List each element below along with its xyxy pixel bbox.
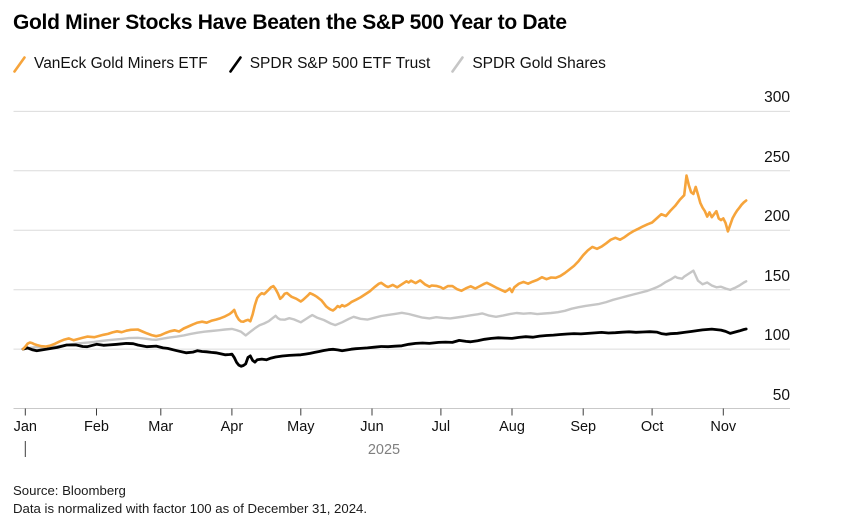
x-axis-label-Jun: Jun	[360, 419, 384, 435]
x-axis-label-Jan: Jan	[13, 419, 37, 435]
x-axis-label-Sep: Sep	[570, 419, 597, 435]
x-axis-label-May: May	[287, 419, 315, 435]
source-line: Source: Bloomberg	[13, 483, 126, 498]
legend-slash-icon	[451, 55, 465, 73]
y-axis-label-300: 300	[764, 89, 790, 107]
footnote-line: Data is normalized with factor 100 as of…	[13, 500, 368, 516]
legend-slash-icon	[13, 55, 26, 73]
legend-label: SPDR Gold Shares	[472, 55, 606, 72]
x-axis-label-Feb: Feb	[83, 419, 109, 435]
series-line-vaneck-gold-miners-etf	[21, 174, 748, 351]
source-note: Source: Bloomberg Data is normalized wit…	[13, 482, 367, 517]
legend-item-2: SPDR S&P 500 ETF Trust	[228, 55, 431, 73]
series-line-spdr-gold-shares	[21, 269, 748, 351]
x-axis-label-Mar: Mar	[148, 419, 174, 435]
x-axis-label-Nov: Nov	[710, 419, 737, 435]
series-line-spdr-s-p-500-etf-trust	[21, 327, 748, 368]
legend-label: VanEck Gold Miners ETF	[34, 55, 208, 72]
legend-item-1: VanEck Gold Miners ETF	[13, 55, 208, 73]
legend-item-3: SPDR Gold Shares	[451, 55, 606, 73]
x-axis-label-Jul: Jul	[431, 419, 451, 435]
x-axis-year-label: 2025	[367, 442, 401, 458]
legend-label: SPDR S&P 500 ETF Trust	[249, 55, 431, 72]
x-axis-label-Aug: Aug	[499, 419, 525, 435]
chart-title: Gold Miner Stocks Have Beaten the S&P 50…	[13, 11, 567, 34]
x-axis-label-Apr: Apr	[220, 419, 244, 435]
y-axis-label-50: 50	[772, 386, 790, 404]
legend-slash-icon	[228, 55, 242, 73]
y-axis-label-100: 100	[764, 327, 790, 345]
y-axis-label-200: 200	[764, 208, 790, 226]
y-axis-label-150: 150	[764, 267, 790, 285]
y-axis-label-250: 250	[764, 148, 790, 166]
chart-legend: VanEck Gold Miners ETF SPDR S&P 500 ETF T…	[13, 55, 606, 73]
x-axis-label-Oct: Oct	[640, 419, 664, 435]
